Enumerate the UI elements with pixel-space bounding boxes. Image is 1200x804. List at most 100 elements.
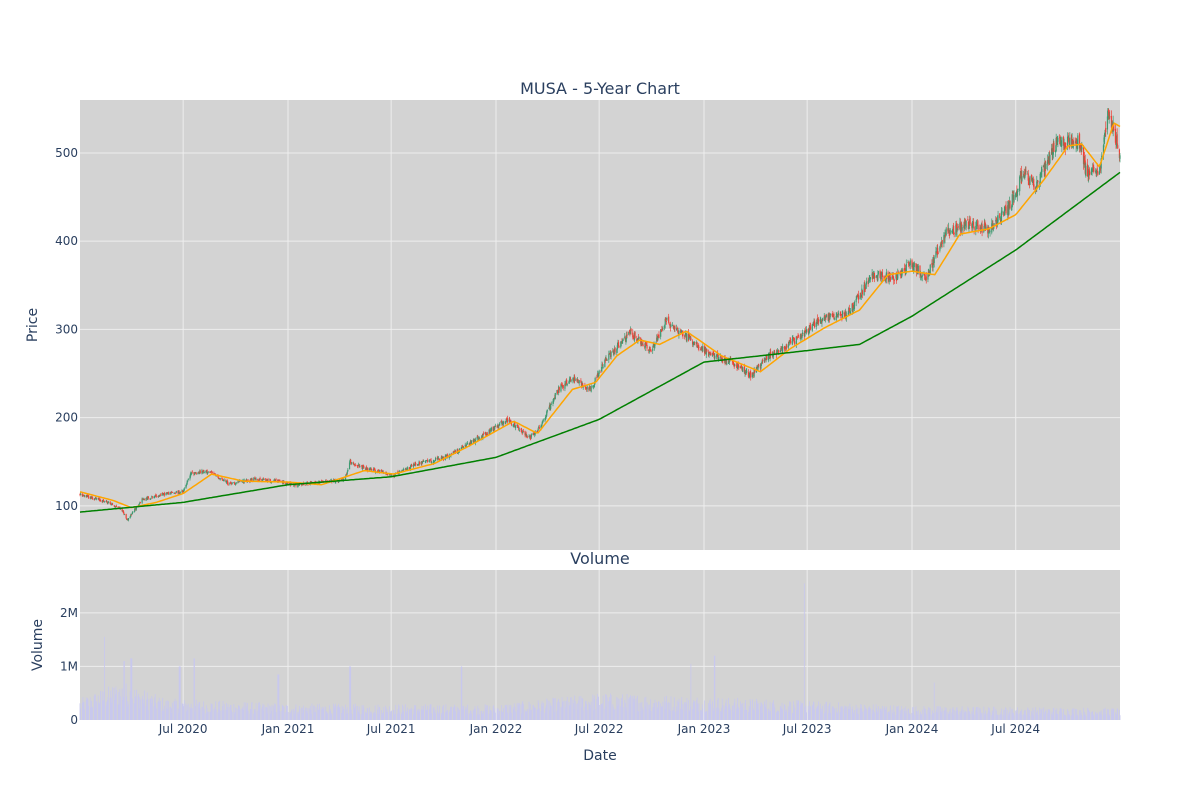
volume-bar — [597, 693, 598, 720]
volume-bar — [885, 708, 887, 720]
volume-bar — [453, 707, 455, 720]
volume-bar — [939, 706, 941, 720]
volume-bar — [1111, 709, 1112, 720]
volume-bar — [97, 695, 99, 720]
candle-up — [461, 446, 463, 449]
volume-bar — [80, 708, 81, 720]
volume-bar — [634, 699, 636, 720]
volume-bar — [570, 697, 572, 720]
candle-down — [1088, 168, 1090, 174]
volume-bar — [246, 708, 248, 720]
volume-bar — [692, 702, 694, 720]
candle-up — [1041, 168, 1043, 172]
volume-bar — [255, 703, 257, 720]
candle-up — [223, 479, 225, 481]
candle-down — [221, 479, 224, 481]
volume-tick-label: 2M — [60, 606, 78, 620]
volume-bar — [868, 707, 870, 720]
candle-up — [1101, 155, 1103, 158]
volume-bar — [1116, 708, 1118, 720]
candle-up — [566, 384, 568, 386]
candle-up — [1021, 176, 1023, 181]
candle-up — [550, 403, 552, 405]
candle-up — [542, 421, 544, 423]
volume-bar — [362, 710, 364, 720]
candle-down — [285, 482, 287, 485]
volume-bar — [750, 701, 752, 720]
candle-up — [801, 332, 804, 335]
volume-bar — [257, 710, 259, 720]
volume-bar — [175, 700, 177, 720]
candle-down — [766, 355, 768, 360]
volume-bar — [701, 710, 703, 720]
volume-bar — [353, 709, 355, 720]
volume-bar — [734, 698, 736, 720]
volume-bar — [701, 704, 703, 720]
candle-up — [849, 311, 852, 315]
candle-up — [346, 471, 348, 474]
volume-bar — [573, 709, 575, 720]
volume-bar — [1064, 715, 1066, 720]
volume-bar — [558, 702, 560, 720]
volume-bar — [999, 714, 1001, 720]
volume-bar — [665, 701, 667, 720]
volume-bar — [378, 713, 380, 720]
volume-bar — [674, 711, 676, 720]
volume-bar — [685, 702, 687, 720]
candle-down — [518, 426, 520, 430]
candle-up — [593, 385, 595, 388]
volume-bar — [905, 710, 907, 720]
volume-bar — [206, 708, 208, 720]
candle-up — [421, 461, 424, 464]
candle-down — [820, 320, 822, 323]
volume-bar — [817, 705, 818, 720]
candle-down — [259, 478, 261, 480]
volume-bar — [913, 706, 915, 720]
volume-bar — [721, 698, 723, 720]
candle-down — [206, 469, 208, 474]
candle-down — [130, 514, 132, 516]
volume-bar — [1053, 707, 1055, 720]
date-tick-label: Jan 2022 — [469, 722, 523, 736]
candle-up — [437, 457, 440, 459]
candle-down — [477, 435, 479, 438]
candle-down — [674, 326, 676, 330]
candle-down — [668, 316, 670, 323]
volume-bar — [459, 709, 460, 720]
volume-bar — [641, 701, 643, 720]
volume-bar — [110, 690, 112, 720]
candle-down — [892, 276, 894, 279]
candle-down — [1072, 139, 1074, 146]
candle-down — [845, 313, 847, 317]
volume-bar — [297, 714, 299, 720]
volume-bar — [1025, 714, 1027, 720]
volume-bar — [143, 699, 145, 720]
candle-up — [927, 272, 929, 280]
volume-bar — [997, 714, 998, 720]
candle-down — [903, 269, 905, 271]
volume-bar — [302, 705, 304, 720]
candle-up — [505, 418, 507, 422]
volume-bar — [820, 711, 822, 720]
volume-bar — [393, 709, 394, 720]
volume-bar — [147, 710, 149, 720]
candle-down — [747, 372, 750, 377]
candle-down — [710, 352, 712, 356]
volume-bar — [767, 708, 769, 720]
candle-down — [937, 247, 939, 255]
candle-up — [980, 227, 982, 229]
candle-up — [748, 372, 751, 378]
volume-bar — [573, 703, 574, 720]
candle-up — [734, 364, 736, 366]
volume-bar — [403, 710, 405, 720]
candle-down — [226, 480, 229, 485]
volume-bar — [777, 710, 778, 720]
volume-bar — [818, 701, 819, 720]
candle-down — [371, 469, 373, 471]
candle-up — [1077, 135, 1079, 145]
volume-bar — [596, 699, 598, 720]
volume-bar — [181, 703, 183, 720]
volume-bar — [367, 708, 369, 720]
volume-bar — [842, 706, 843, 720]
candle-up — [1017, 188, 1019, 190]
